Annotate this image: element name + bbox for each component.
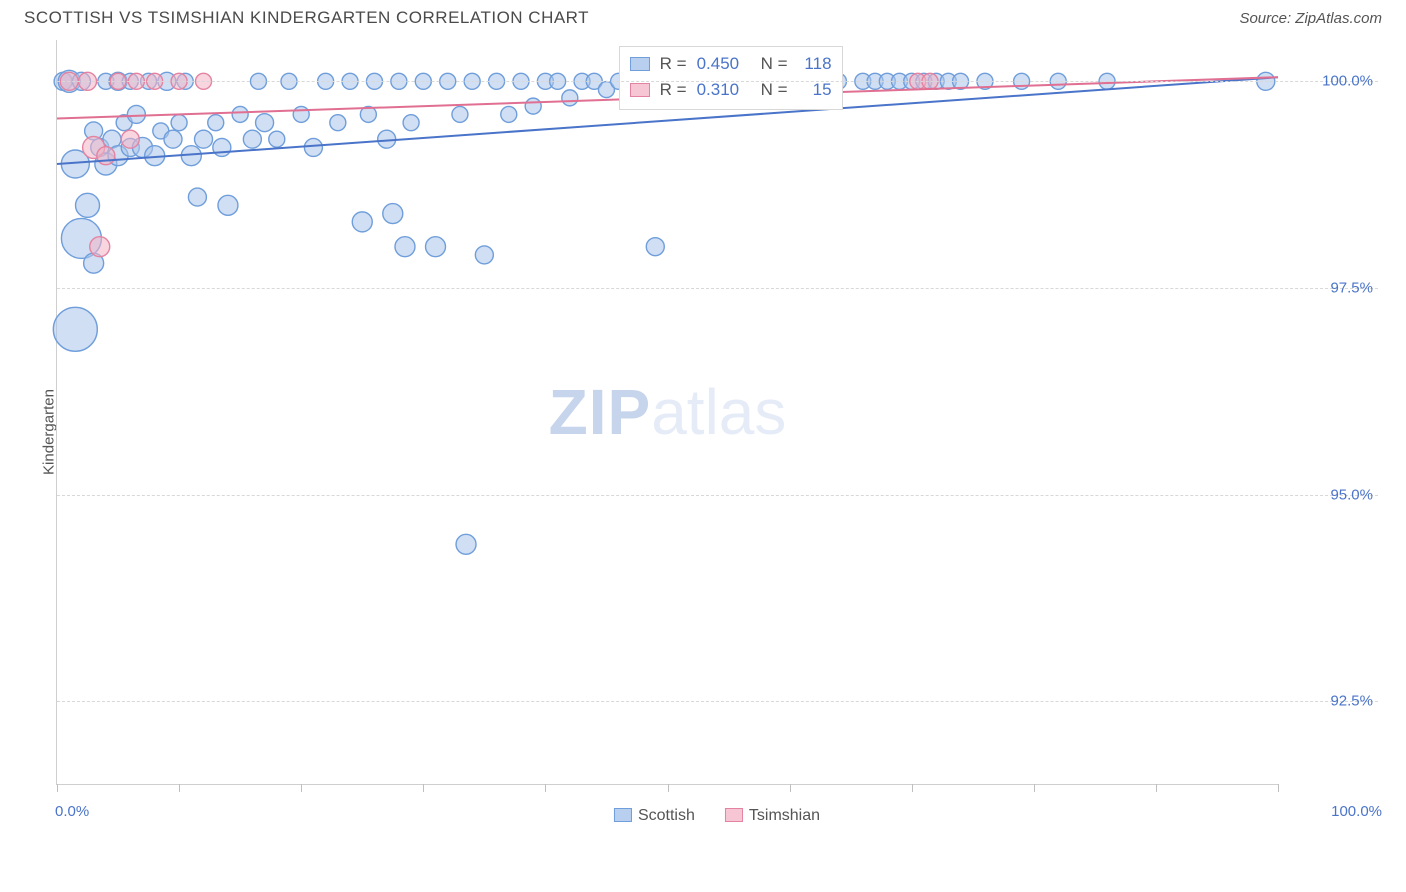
data-point bbox=[293, 106, 309, 122]
x-tick bbox=[1278, 784, 1279, 792]
x-tick bbox=[790, 784, 791, 792]
legend-r-label: R = bbox=[660, 80, 687, 100]
legend-swatch bbox=[614, 808, 632, 822]
bottom-legend-label: Scottish bbox=[638, 807, 695, 824]
source-attribution: Source: ZipAtlas.com bbox=[1239, 10, 1382, 27]
bottom-legend-item: Tsimshian bbox=[725, 807, 820, 825]
x-tick bbox=[1034, 784, 1035, 792]
data-point bbox=[243, 130, 261, 148]
data-point bbox=[395, 237, 415, 257]
gridline bbox=[57, 288, 1378, 289]
data-point bbox=[383, 204, 403, 224]
data-point bbox=[232, 106, 248, 122]
gridline bbox=[57, 495, 1378, 496]
x-tick bbox=[912, 784, 913, 792]
y-tick-label: 100.0% bbox=[1322, 73, 1373, 90]
legend-n-value: 15 bbox=[798, 80, 832, 100]
y-tick-label: 92.5% bbox=[1330, 693, 1373, 710]
x-tick bbox=[301, 784, 302, 792]
legend-n-label: N = bbox=[761, 80, 788, 100]
data-point bbox=[426, 237, 446, 257]
stats-legend-row: R = 0.450 N = 118 bbox=[630, 51, 832, 77]
y-axis-title: Kindergarten bbox=[40, 389, 57, 475]
legend-r-value: 0.310 bbox=[697, 80, 751, 100]
data-point bbox=[121, 130, 139, 148]
data-point bbox=[562, 90, 578, 106]
data-point bbox=[269, 131, 285, 147]
scatter-svg bbox=[57, 40, 1278, 784]
legend-r-value: 0.450 bbox=[697, 54, 751, 74]
x-tick bbox=[423, 784, 424, 792]
legend-swatch bbox=[725, 808, 743, 822]
y-tick-label: 95.0% bbox=[1330, 486, 1373, 503]
bottom-legend-item: Scottish bbox=[614, 807, 695, 825]
data-point bbox=[97, 147, 115, 165]
data-point bbox=[403, 115, 419, 131]
data-point bbox=[475, 246, 493, 264]
legend-r-label: R = bbox=[660, 54, 687, 74]
bottom-legend: Scottish Tsimshian bbox=[614, 807, 820, 825]
data-point bbox=[208, 115, 224, 131]
stats-legend-box: R = 0.450 N = 118 R = 0.310 N = 15 bbox=[619, 46, 843, 110]
legend-swatch bbox=[630, 83, 650, 97]
data-point bbox=[127, 105, 145, 123]
data-point bbox=[76, 193, 100, 217]
data-point bbox=[330, 115, 346, 131]
data-point bbox=[452, 106, 468, 122]
x-tick bbox=[1156, 784, 1157, 792]
data-point bbox=[53, 307, 97, 351]
plot-area: ZIPatlas R =0.450N =118R =0.310N =15 0.0… bbox=[56, 40, 1278, 785]
chart-title: SCOTTISH VS TSIMSHIAN KINDERGARTEN CORRE… bbox=[24, 8, 589, 28]
data-point bbox=[164, 130, 182, 148]
data-point bbox=[501, 106, 517, 122]
data-point bbox=[171, 115, 187, 131]
x-axis-label-min: 0.0% bbox=[55, 803, 89, 820]
x-axis-label-max: 100.0% bbox=[1331, 803, 1382, 820]
legend-n-label: N = bbox=[761, 54, 788, 74]
bottom-legend-label: Tsimshian bbox=[749, 807, 820, 824]
data-point bbox=[456, 534, 476, 554]
x-tick bbox=[57, 784, 58, 792]
data-point bbox=[352, 212, 372, 232]
x-tick bbox=[545, 784, 546, 792]
legend-n-value: 118 bbox=[798, 54, 832, 74]
chart-container: Kindergarten ZIPatlas R =0.450N =118R =0… bbox=[56, 34, 1378, 829]
y-tick-label: 97.5% bbox=[1330, 280, 1373, 297]
data-point bbox=[525, 98, 541, 114]
data-point bbox=[218, 195, 238, 215]
x-tick bbox=[668, 784, 669, 792]
data-point bbox=[646, 238, 664, 256]
data-point bbox=[213, 138, 231, 156]
data-point bbox=[188, 188, 206, 206]
data-point bbox=[304, 138, 322, 156]
data-point bbox=[90, 237, 110, 257]
legend-swatch bbox=[630, 57, 650, 71]
x-tick bbox=[179, 784, 180, 792]
data-point bbox=[195, 130, 213, 148]
data-point bbox=[256, 114, 274, 132]
gridline bbox=[57, 81, 1378, 82]
gridline bbox=[57, 701, 1378, 702]
